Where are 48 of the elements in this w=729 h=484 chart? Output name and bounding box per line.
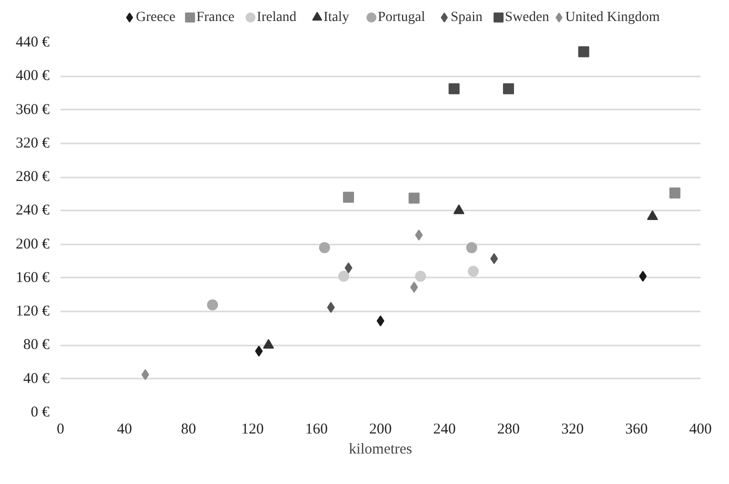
- x-tick-label: 40: [117, 422, 132, 438]
- x-tick-label: 320: [561, 422, 584, 438]
- x-tick-label: 120: [241, 422, 264, 438]
- y-tick-label: 40 €: [23, 370, 50, 387]
- point: [578, 46, 590, 58]
- y-tick-label: 360 €: [16, 102, 50, 118]
- y-tick-label: 320 €: [16, 135, 50, 152]
- point: [338, 270, 350, 282]
- legend-label: Spain: [450, 10, 482, 25]
- y-tick-label: 440 €: [16, 34, 50, 50]
- point: [647, 210, 658, 220]
- point: [453, 204, 464, 214]
- point: [415, 270, 426, 282]
- y-tick-label: 400 €: [16, 68, 50, 84]
- point: [263, 338, 274, 349]
- y-tick-label: 120 €: [16, 304, 50, 320]
- point: [468, 266, 479, 277]
- legend-label: France: [196, 10, 234, 25]
- x-tick-label: 0: [56, 422, 64, 438]
- point: [319, 242, 330, 254]
- point: [343, 192, 354, 203]
- x-tick-label: 280: [497, 422, 520, 438]
- point: [503, 83, 514, 94]
- point: [466, 242, 478, 254]
- y-tick-label: 240 €: [16, 202, 50, 219]
- x-tick-label: 360: [625, 422, 648, 438]
- point: [207, 299, 218, 310]
- legend-label: Ireland: [256, 10, 296, 25]
- x-axis-title: kilometres: [348, 442, 412, 458]
- legend-label: Sweden: [504, 10, 550, 25]
- point: [141, 369, 150, 380]
- y-tick-label: 80 €: [23, 337, 50, 354]
- x-tick-label: 240: [433, 422, 456, 438]
- point: [669, 188, 680, 199]
- x-tick-label: 200: [369, 422, 392, 438]
- x-tick-label: 80: [181, 422, 196, 438]
- y-tick-label: 0 €: [30, 404, 50, 420]
- legend-label: Italy: [323, 10, 350, 25]
- x-tick-label: 400: [689, 422, 712, 438]
- x-tick-label: 160: [305, 422, 328, 438]
- legend-label: United Kingdom: [565, 10, 660, 25]
- point: [448, 83, 460, 94]
- y-tick-label: 160 €: [16, 270, 50, 286]
- y-tick-label: 200 €: [16, 236, 50, 252]
- y-tick-label: 280 €: [16, 169, 50, 186]
- legend-label: Greece: [136, 10, 176, 25]
- legend-label: Portugal: [378, 10, 426, 25]
- point: [408, 192, 420, 204]
